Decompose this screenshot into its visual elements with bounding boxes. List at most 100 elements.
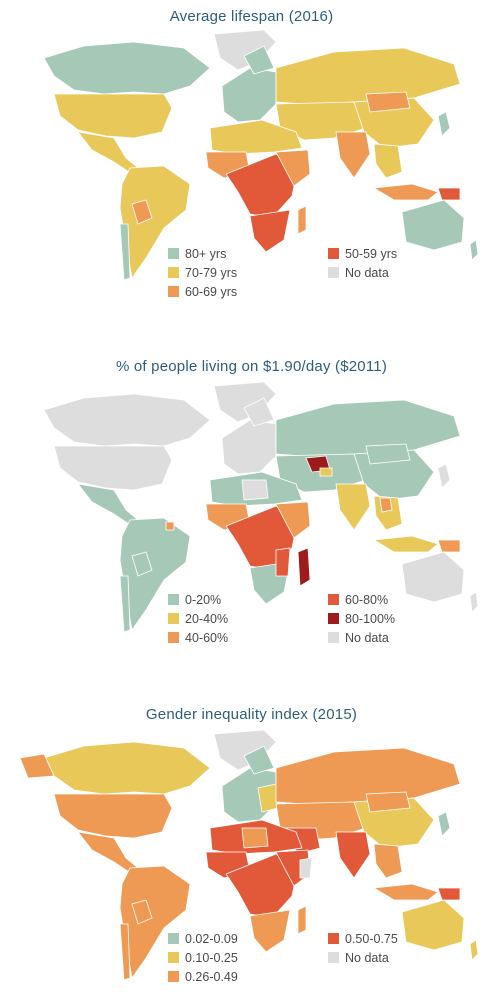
legend-label: 70-79 yrs bbox=[185, 266, 238, 280]
region-canada bbox=[43, 393, 211, 447]
region-europe-west bbox=[221, 67, 277, 123]
legend-item: 0.10-0.25 bbox=[168, 950, 238, 966]
region-scandinavia bbox=[243, 397, 275, 427]
legend-swatch bbox=[168, 952, 179, 963]
region-libya bbox=[241, 479, 269, 501]
legend-label: No data bbox=[345, 951, 389, 965]
legend-swatch bbox=[168, 933, 179, 944]
legend-item: 0-20% bbox=[168, 592, 221, 608]
legend-item: 50-59 yrs bbox=[328, 246, 397, 262]
legend-swatch bbox=[328, 267, 339, 278]
legend-label: 60-80% bbox=[345, 593, 389, 607]
legend-label: 0.10-0.25 bbox=[185, 951, 238, 965]
region-usa bbox=[53, 445, 173, 491]
legend-label: 80+ yrs bbox=[185, 247, 227, 261]
region-south-america bbox=[119, 517, 191, 632]
legend-swatch bbox=[168, 971, 179, 982]
legend-swatch bbox=[328, 632, 339, 643]
legend-item: 60-80% bbox=[328, 592, 388, 608]
legend-lifespan: 80+ yrs 70-79 yrs 60-69 yrs 50-59 yrs No… bbox=[168, 246, 468, 306]
map-panel-lifespan: Average lifespan (2016) bbox=[0, 0, 503, 330]
region-new-zealand bbox=[469, 591, 479, 613]
map-title: Gender inequality index (2015) bbox=[145, 706, 358, 723]
legend-item: 20-40% bbox=[168, 611, 228, 627]
region-southern-africa bbox=[249, 909, 291, 953]
region-japan bbox=[437, 811, 451, 837]
region-australia bbox=[401, 199, 465, 251]
region-mexico bbox=[77, 831, 139, 875]
region-north-africa bbox=[209, 119, 303, 155]
legend-label: 20-40% bbox=[185, 612, 229, 626]
region-mozambique bbox=[275, 547, 291, 577]
legend-label: 80-100% bbox=[345, 612, 396, 626]
region-japan bbox=[437, 111, 451, 137]
legend-item: 70-79 yrs bbox=[168, 265, 237, 281]
region-scandinavia bbox=[243, 745, 275, 775]
region-australia bbox=[401, 899, 465, 951]
region-new-zealand bbox=[469, 239, 479, 261]
region-indonesia bbox=[372, 535, 439, 553]
region-bolivia bbox=[131, 199, 153, 225]
region-somalia bbox=[299, 857, 313, 879]
legend-swatch bbox=[328, 248, 339, 259]
legend-swatch bbox=[328, 952, 339, 963]
region-se-asia bbox=[373, 843, 403, 879]
region-se-asia bbox=[373, 143, 403, 179]
legend-label: 0-20% bbox=[185, 593, 222, 607]
legend-label: No data bbox=[345, 631, 389, 645]
legend-swatch bbox=[328, 933, 339, 944]
region-south-america bbox=[119, 165, 191, 280]
map-title: Average lifespan (2016) bbox=[169, 8, 334, 25]
region-southern-africa bbox=[249, 209, 291, 253]
world-map-gender-inequality bbox=[19, 729, 479, 981]
region-usa bbox=[53, 793, 173, 839]
region-madagascar bbox=[297, 205, 307, 235]
region-india bbox=[335, 131, 371, 179]
region-canada bbox=[43, 741, 211, 795]
region-tajikistan bbox=[319, 467, 333, 477]
region-bolivia bbox=[131, 551, 153, 577]
region-new-zealand bbox=[469, 939, 479, 961]
map-panel-poverty: % of people living on $1.90/day ($2011) bbox=[0, 350, 503, 670]
world-map-lifespan bbox=[43, 29, 479, 281]
region-mongolia bbox=[365, 791, 411, 813]
legend-swatch bbox=[168, 248, 179, 259]
legend-label: 60-69 yrs bbox=[185, 285, 238, 299]
region-mongolia bbox=[365, 91, 411, 113]
region-canada bbox=[43, 41, 211, 95]
region-south-america bbox=[119, 865, 191, 980]
region-chile bbox=[119, 575, 131, 633]
region-laos bbox=[379, 497, 393, 513]
legend-swatch bbox=[328, 594, 339, 605]
region-europe-west bbox=[221, 419, 277, 475]
region-mongolia bbox=[365, 443, 411, 465]
legend-label: No data bbox=[345, 266, 389, 280]
world-map-poverty bbox=[43, 381, 479, 633]
region-india bbox=[335, 483, 371, 531]
region-eastern-europe bbox=[257, 783, 279, 813]
region-mexico bbox=[77, 483, 139, 527]
legend-item: 0.50-0.75 bbox=[328, 931, 398, 947]
region-bolivia bbox=[131, 899, 153, 925]
region-east-africa bbox=[275, 149, 311, 187]
map-panel-gender-inequality: Gender inequality index (2015) bbox=[0, 698, 503, 1000]
region-russia bbox=[275, 47, 461, 105]
region-indonesia bbox=[372, 183, 439, 201]
legend-label: 40-60% bbox=[185, 631, 229, 645]
region-australia bbox=[401, 551, 465, 603]
legend-item: No data bbox=[328, 630, 389, 646]
legend-swatch bbox=[168, 632, 179, 643]
region-madagascar bbox=[297, 547, 311, 587]
legend-label: 0.26-0.49 bbox=[185, 970, 238, 984]
region-russia bbox=[275, 747, 461, 805]
region-png bbox=[437, 887, 461, 901]
legend-item: No data bbox=[328, 265, 389, 281]
region-chile bbox=[119, 923, 131, 981]
legend-label: 0.50-0.75 bbox=[345, 932, 398, 946]
legend-swatch bbox=[168, 594, 179, 605]
legend-poverty: 0-20% 20-40% 40-60% 60-80% 80-100% No da… bbox=[168, 592, 468, 652]
region-libya bbox=[241, 827, 269, 849]
region-india bbox=[335, 831, 371, 879]
legend-item: 40-60% bbox=[168, 630, 228, 646]
legend-item: 0.26-0.49 bbox=[168, 969, 238, 985]
